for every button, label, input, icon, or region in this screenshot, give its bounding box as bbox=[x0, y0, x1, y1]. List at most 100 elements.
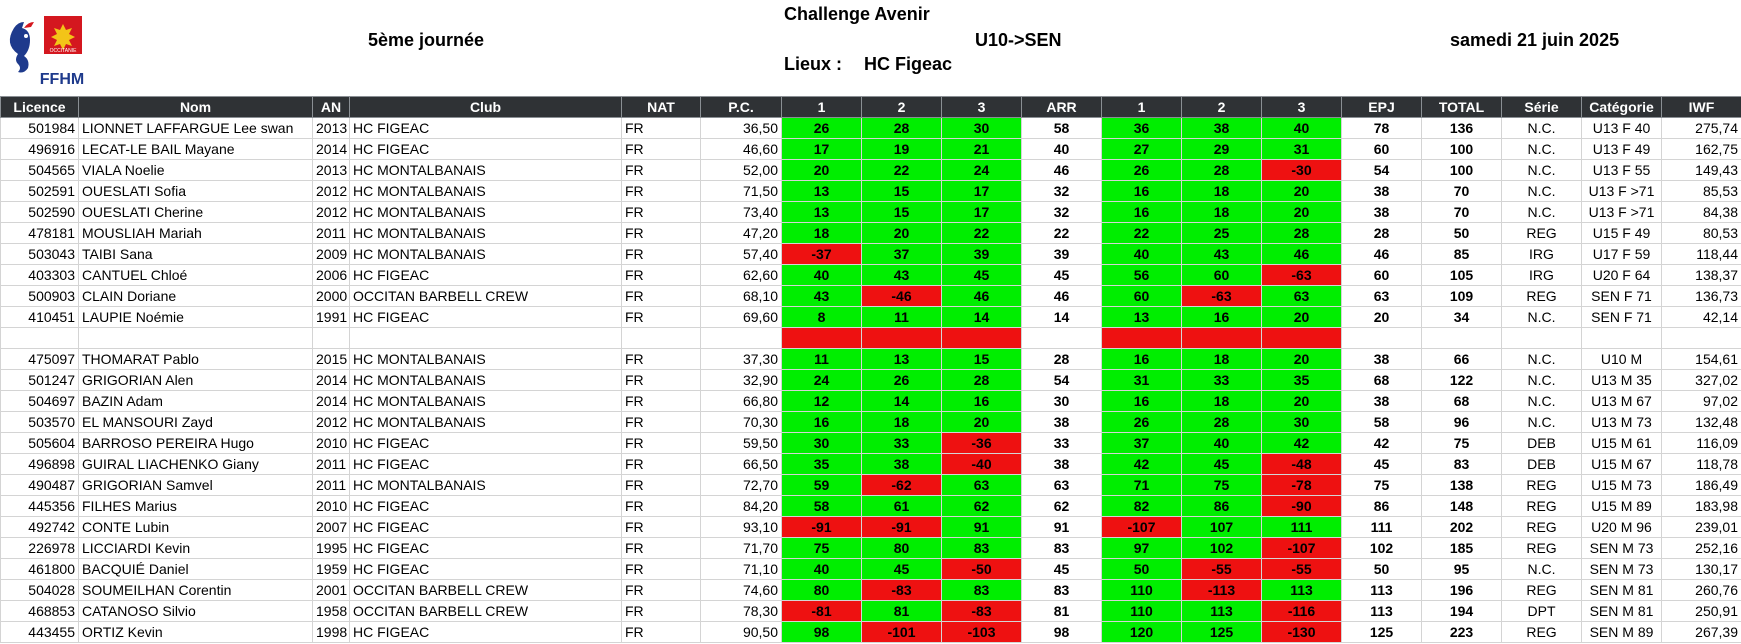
table-row[interactable]: 503570 EL MANSOURI Zayd 2012 HC MONTALBANAI… bbox=[0, 411, 1741, 433]
name-cell: EL MANSOURI Zayd bbox=[78, 411, 313, 433]
date-label: samedi 21 juin 2025 bbox=[1450, 30, 1620, 50]
iwf-cell: 267,39 bbox=[1661, 621, 1741, 643]
separator-cell bbox=[349, 327, 622, 349]
col-header-nat[interactable]: NAT bbox=[621, 96, 701, 118]
cj-attempt-2-cell: 28 bbox=[1181, 411, 1262, 433]
cj-best-cell: 20 bbox=[1341, 306, 1422, 328]
cj-attempt-3-cell: 31 bbox=[1261, 138, 1342, 160]
col-header-arr-3[interactable]: 3 bbox=[941, 96, 1022, 118]
col-header-epj[interactable]: EPJ bbox=[1341, 96, 1422, 118]
table-row[interactable]: 501247 GRIGORIAN Alen 2014 HC MONTALBANAIS F… bbox=[0, 369, 1741, 391]
bodyweight-cell: 37,30 bbox=[700, 348, 782, 370]
col-header-epj-1[interactable]: 1 bbox=[1101, 96, 1182, 118]
cj-best-cell: 111 bbox=[1341, 516, 1422, 538]
col-header-nom[interactable]: Nom bbox=[78, 96, 313, 118]
snatch-attempt-1-cell: 18 bbox=[781, 222, 862, 244]
bodyweight-cell: 68,10 bbox=[700, 285, 782, 307]
licence-cell: 501247 bbox=[0, 369, 79, 391]
category-cell: U20 F 64 bbox=[1581, 264, 1662, 286]
total-cell: 50 bbox=[1421, 222, 1502, 244]
results-body: 501984 LIONNET LAFFARGUE Lee swan 2013 HC F… bbox=[0, 117, 1741, 643]
table-row[interactable]: 500903 CLAIN Doriane 2000 OCCITAN BARBELL C… bbox=[0, 285, 1741, 307]
cj-attempt-1-cell: 110 bbox=[1101, 600, 1182, 622]
table-row[interactable]: 445356 FILHES Marius 2010 HC FIGEAC FR 84,20 5… bbox=[0, 495, 1741, 517]
col-header-total[interactable]: TOTAL bbox=[1421, 96, 1502, 118]
bodyweight-cell: 71,50 bbox=[700, 180, 782, 202]
table-row[interactable]: 502591 OUESLATI Sofia 2012 HC MONTALBANAIS F… bbox=[0, 180, 1741, 202]
iwf-cell: 118,44 bbox=[1661, 243, 1741, 265]
table-row[interactable]: 496898 GUIRAL LIACHENKO Giany 2011 HC FIGEA… bbox=[0, 453, 1741, 475]
club-cell: HC FIGEAC bbox=[349, 264, 622, 286]
col-header-epj-2[interactable]: 2 bbox=[1181, 96, 1262, 118]
col-header-iwf[interactable]: IWF bbox=[1661, 96, 1741, 118]
name-cell: CONTE Lubin bbox=[78, 516, 313, 538]
table-row[interactable]: 505604 BARROSO PEREIRA Hugo 2010 HC FIGEAC F… bbox=[0, 432, 1741, 454]
cj-attempt-1-cell: 26 bbox=[1101, 159, 1182, 181]
licence-cell: 505604 bbox=[0, 432, 79, 454]
table-row[interactable]: 492742 CONTE Lubin 2007 HC FIGEAC FR 93,10 -91… bbox=[0, 516, 1741, 538]
nationality-cell: FR bbox=[621, 306, 701, 328]
nationality-cell: FR bbox=[621, 453, 701, 475]
table-row[interactable]: 410451 LAUPIE Noémie 1991 HC FIGEAC FR 69,60 8… bbox=[0, 306, 1741, 328]
snatch-best-cell: 46 bbox=[1021, 159, 1102, 181]
table-row[interactable]: 478181 MOUSLIAH Mariah 2011 HC MONTALBANAIS… bbox=[0, 222, 1741, 244]
table-row[interactable]: 503043 TAIBI Sana 2009 HC MONTALBANAIS FR 57,… bbox=[0, 243, 1741, 265]
serie-cell: N.C. bbox=[1501, 369, 1582, 391]
table-row[interactable]: 490487 GRIGORIAN Samvel 2011 HC MONTALBANAI… bbox=[0, 474, 1741, 496]
cj-best-cell: 60 bbox=[1341, 264, 1422, 286]
table-row[interactable]: 504697 BAZIN Adam 2014 HC MONTALBANAIS FR 66,… bbox=[0, 390, 1741, 412]
category-cell: U17 F 59 bbox=[1581, 243, 1662, 265]
snatch-best-cell: 39 bbox=[1021, 243, 1102, 265]
cj-attempt-3-cell: 113 bbox=[1261, 579, 1342, 601]
col-header-arr-1[interactable]: 1 bbox=[781, 96, 862, 118]
category-cell: U13 F 55 bbox=[1581, 159, 1662, 181]
cj-attempt-2-cell: 18 bbox=[1181, 390, 1262, 412]
results-table: Licence Nom AN Club NAT P.C. 1 2 3 ARR 1… bbox=[0, 96, 1741, 643]
category-cell: U13 F >71 bbox=[1581, 180, 1662, 202]
table-row[interactable]: 468853 CATANOSO Silvio 1958 OCCITAN BARBELL… bbox=[0, 600, 1741, 622]
place-value: HC Figeac bbox=[864, 54, 953, 74]
col-header-an[interactable]: AN bbox=[312, 96, 350, 118]
col-header-arr-2[interactable]: 2 bbox=[861, 96, 942, 118]
table-row[interactable]: 226978 LICCIARDI Kevin 1995 HC FIGEAC FR 71,7… bbox=[0, 537, 1741, 559]
snatch-best-cell: 45 bbox=[1021, 264, 1102, 286]
club-cell: HC MONTALBANAIS bbox=[349, 222, 622, 244]
table-row[interactable]: 475097 THOMARAT Pablo 2015 HC MONTALBANAIS F… bbox=[0, 348, 1741, 370]
col-header-categorie[interactable]: Catégorie bbox=[1581, 96, 1662, 118]
year-cell: 1998 bbox=[312, 621, 350, 643]
col-header-epj-3[interactable]: 3 bbox=[1261, 96, 1342, 118]
col-header-serie[interactable]: Série bbox=[1501, 96, 1582, 118]
separator-cell bbox=[1181, 327, 1262, 349]
table-row[interactable]: 501984 LIONNET LAFFARGUE Lee swan 2013 HC F… bbox=[0, 117, 1741, 139]
table-row[interactable]: 504028 SOUMEILHAN Corentin 2001 OCCITAN BAR… bbox=[0, 579, 1741, 601]
snatch-attempt-2-cell: 61 bbox=[861, 495, 942, 517]
col-header-arr[interactable]: ARR bbox=[1021, 96, 1102, 118]
total-cell: 194 bbox=[1421, 600, 1502, 622]
bodyweight-cell: 36,50 bbox=[700, 117, 782, 139]
separator-cell bbox=[1101, 327, 1182, 349]
snatch-attempt-2-cell: 28 bbox=[861, 117, 942, 139]
table-row[interactable]: 443455 ORTIZ Kevin 1998 HC FIGEAC FR 90,50 98-… bbox=[0, 621, 1741, 643]
year-cell: 1995 bbox=[312, 537, 350, 559]
cj-attempt-1-cell: 42 bbox=[1101, 453, 1182, 475]
col-header-club[interactable]: Club bbox=[349, 96, 622, 118]
table-row[interactable]: 461800 BACQUIÉ Daniel 1959 HC FIGEAC FR 71,10… bbox=[0, 558, 1741, 580]
cj-attempt-1-cell: 16 bbox=[1101, 348, 1182, 370]
age-range-label: U10->SEN bbox=[975, 30, 1062, 50]
total-cell: 34 bbox=[1421, 306, 1502, 328]
table-row[interactable]: 403303 CANTUEL Chloé 2006 HC FIGEAC FR 62,60 4… bbox=[0, 264, 1741, 286]
serie-cell: REG bbox=[1501, 516, 1582, 538]
col-header-pc[interactable]: P.C. bbox=[700, 96, 782, 118]
year-cell: 1959 bbox=[312, 558, 350, 580]
licence-cell: 478181 bbox=[0, 222, 79, 244]
bodyweight-cell: 74,60 bbox=[700, 579, 782, 601]
licence-cell: 226978 bbox=[0, 537, 79, 559]
serie-cell: DEB bbox=[1501, 432, 1582, 454]
table-row[interactable]: 504565 VIALA Noelie 2013 HC MONTALBANAIS FR 5… bbox=[0, 159, 1741, 181]
table-row[interactable]: 496916 LECAT-LE BAIL Mayane 2014 HC FIGEAC F… bbox=[0, 138, 1741, 160]
iwf-cell: 85,53 bbox=[1661, 180, 1741, 202]
nationality-cell: FR bbox=[621, 348, 701, 370]
col-header-licence[interactable]: Licence bbox=[0, 96, 79, 118]
cj-attempt-2-cell: -63 bbox=[1181, 285, 1262, 307]
table-row[interactable]: 502590 OUESLATI Cherine 2012 HC MONTALBANAI… bbox=[0, 201, 1741, 223]
